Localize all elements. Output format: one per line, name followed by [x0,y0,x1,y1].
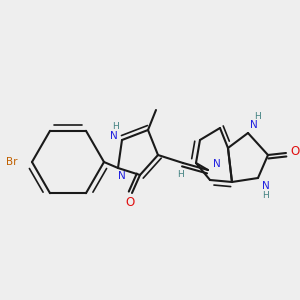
Text: H: H [112,122,119,130]
Text: H: H [262,191,269,200]
Text: H: H [178,170,184,179]
Text: N: N [262,181,270,191]
Text: H: H [255,112,261,121]
Text: Br: Br [7,157,18,167]
Text: N: N [110,131,118,141]
Text: N: N [250,120,258,130]
Text: O: O [290,146,300,158]
Text: N: N [118,171,126,181]
Text: N: N [213,159,221,169]
Text: O: O [125,196,135,209]
